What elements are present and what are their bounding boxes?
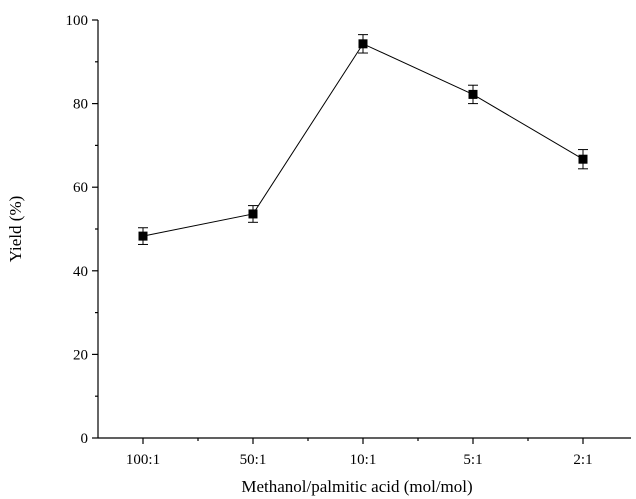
- y-tick-label: 20: [73, 347, 88, 363]
- data-point: [358, 39, 368, 49]
- x-axis-ticks: 100:1 50:1 10:1 5:1 2:1: [126, 438, 593, 468]
- series-line: [142, 43, 584, 237]
- x-tick-label: 50:1: [240, 452, 267, 468]
- x-axis-title: Methanol/palmitic acid (mol/mol): [241, 477, 472, 496]
- x-tick-label: 5:1: [463, 452, 482, 468]
- y-tick-label: 60: [73, 180, 88, 196]
- y-tick-label: 100: [66, 13, 89, 29]
- y-tick-label: 80: [73, 97, 88, 113]
- y-tick-label: 40: [73, 264, 88, 280]
- data-point: [468, 89, 478, 99]
- y-axis-ticks: 0 20 40 60 80 100: [66, 13, 98, 447]
- data-point: [248, 209, 258, 219]
- x-tick-label: 2:1: [573, 452, 592, 468]
- data-point: [138, 231, 148, 241]
- data-point: [578, 154, 588, 164]
- x-tick-label: 100:1: [126, 452, 160, 468]
- y-axis-title: Yield (%): [6, 196, 25, 263]
- y-tick-label: 0: [81, 431, 89, 447]
- x-tick-label: 10:1: [350, 452, 377, 468]
- series: [138, 34, 588, 245]
